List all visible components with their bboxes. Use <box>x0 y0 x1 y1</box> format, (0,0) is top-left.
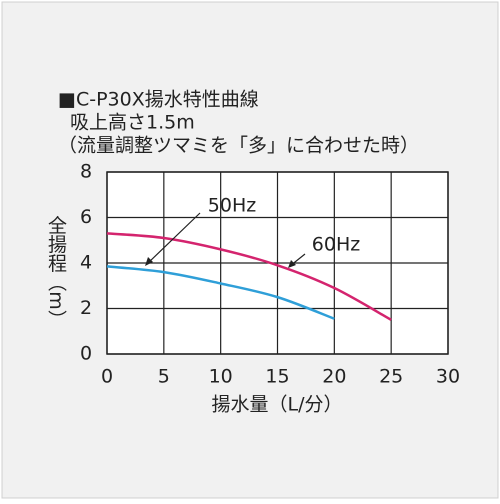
series-line <box>106 232 392 321</box>
x-axis-label: 揚水量（L/分） <box>212 394 343 416</box>
y-tick-label: 6 <box>80 206 92 228</box>
y-tick-label: 4 <box>80 252 92 274</box>
x-tick-label: 10 <box>209 366 233 388</box>
x-tick-label: 0 <box>101 366 113 388</box>
arrow-head <box>145 257 153 266</box>
chart-subtitle: 吸上高さ1.5m <box>70 112 195 134</box>
x-tick-label: 30 <box>436 366 460 388</box>
series-label: 50Hz <box>208 195 256 217</box>
plot-frame <box>106 171 449 355</box>
x-tick-label: 5 <box>158 366 170 388</box>
arrow-head <box>288 260 296 268</box>
chart-subtitle: （流量調整ツマミを「多」に合わせた時） <box>58 135 419 157</box>
chart-title: ■C-P30X揚水特性曲線 <box>58 89 259 111</box>
x-tick-label: 25 <box>379 366 403 388</box>
series-label: 60Hz <box>312 234 360 256</box>
y-tick-label: 2 <box>80 297 92 319</box>
x-tick-label: 15 <box>265 366 289 388</box>
y-tick-label: 8 <box>80 161 92 183</box>
leader-line <box>146 212 201 265</box>
y-axis-label: 全揚程（m） <box>45 215 67 329</box>
series-line <box>106 265 335 320</box>
x-tick-label: 20 <box>322 366 346 388</box>
y-tick-label: 0 <box>80 343 92 365</box>
